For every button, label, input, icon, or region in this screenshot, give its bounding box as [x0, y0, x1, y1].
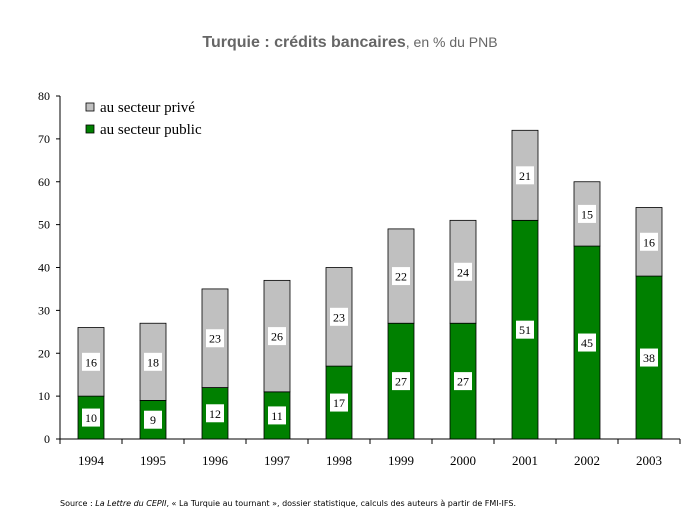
- data-label-box: [454, 372, 472, 391]
- x-tick-label: 1996: [202, 453, 229, 468]
- data-label: 27: [454, 372, 472, 391]
- data-label-text: 21: [519, 169, 531, 183]
- data-label: 22: [392, 267, 410, 286]
- data-label-box: [268, 406, 286, 425]
- data-label-text: 26: [271, 330, 283, 344]
- source-note: Source : La Lettre du CEPII, « La Turqui…: [60, 499, 516, 508]
- y-tick-label: 40: [38, 261, 50, 275]
- x-tick-label: 2001: [512, 453, 538, 468]
- data-label-box: [82, 352, 100, 371]
- data-label-text: 24: [457, 265, 469, 279]
- data-label: 26: [268, 327, 286, 346]
- y-tick-label: 70: [38, 132, 50, 146]
- data-label-text: 17: [333, 396, 345, 410]
- data-label-text: 18: [147, 355, 159, 369]
- data-label-box: [144, 352, 162, 371]
- x-tick-label: 1999: [388, 453, 414, 468]
- data-label-text: 16: [85, 355, 97, 369]
- data-label: 23: [330, 307, 348, 326]
- data-label: 17: [330, 393, 348, 412]
- data-label-text: 51: [519, 323, 531, 337]
- source-publication: La Lettre du CEPII: [95, 499, 167, 508]
- data-label: 51: [516, 320, 534, 339]
- data-label-box: [578, 333, 596, 352]
- data-label-text: 22: [395, 270, 407, 284]
- source-prefix: Source :: [60, 499, 96, 508]
- data-label-box: [206, 329, 224, 348]
- y-tick-label: 0: [44, 432, 50, 446]
- x-tick-label: 1998: [326, 453, 352, 468]
- chart-data-labels: 10 16 9 18 12 23 11 26 17 23 27 22 27 24 51 21 45 15 38 16: [82, 166, 658, 429]
- data-label: 21: [516, 166, 534, 185]
- data-label-box: [454, 262, 472, 281]
- y-tick-label: 80: [38, 89, 50, 103]
- data-label-box: [144, 410, 162, 429]
- chart-title-main: Turquie : crédits bancaires: [202, 34, 406, 51]
- chart-bars: [77, 129, 663, 440]
- data-label: 45: [578, 333, 596, 352]
- x-tick-label: 1995: [140, 453, 166, 468]
- data-label: 16: [640, 232, 658, 251]
- data-label-box: [330, 307, 348, 326]
- data-label-box: [640, 348, 658, 367]
- legend-swatch: [85, 124, 95, 134]
- x-tick-label: 2000: [450, 453, 476, 468]
- data-label: 10: [82, 408, 100, 427]
- x-tick-label: 1997: [264, 453, 291, 468]
- data-label: 23: [206, 329, 224, 348]
- data-label-text: 11: [271, 409, 283, 423]
- source-text: , « La Turquie au tournant », dossier st…: [166, 499, 516, 508]
- chart-title-sub: , en % du PNB: [405, 34, 498, 50]
- data-label-text: 38: [643, 351, 655, 365]
- data-label-box: [82, 408, 100, 427]
- chart-legend: au secteur privé au secteur public: [85, 100, 202, 138]
- data-label: 15: [578, 204, 596, 223]
- x-tick-label: 2003: [636, 453, 662, 468]
- legend-swatch: [85, 102, 95, 112]
- data-label-box: [640, 232, 658, 251]
- data-label: 16: [82, 352, 100, 371]
- data-label-box: [206, 404, 224, 423]
- chart-title: Turquie : crédits bancaires, en % du PNB: [0, 34, 700, 52]
- x-tick-label: 1994: [78, 453, 105, 468]
- data-label-text: 27: [457, 375, 469, 389]
- data-label-text: 10: [85, 411, 97, 425]
- data-label: 12: [206, 404, 224, 423]
- data-label-box: [516, 320, 534, 339]
- data-label-text: 23: [209, 332, 221, 346]
- legend-label: au secteur privé: [100, 100, 195, 116]
- data-label-text: 15: [581, 207, 593, 221]
- data-label: 9: [144, 410, 162, 429]
- data-label-text: 9: [150, 413, 156, 427]
- y-tick-label: 10: [38, 389, 50, 403]
- data-label: 27: [392, 372, 410, 391]
- y-tick-label: 30: [38, 303, 50, 317]
- data-label-text: 12: [209, 407, 221, 421]
- data-label-text: 16: [643, 235, 655, 249]
- data-label-box: [578, 204, 596, 223]
- y-tick-label: 60: [38, 175, 50, 189]
- data-label-box: [392, 267, 410, 286]
- y-tick-label: 50: [38, 218, 50, 232]
- x-tick-label: 2002: [574, 453, 600, 468]
- data-label-text: 27: [395, 375, 407, 389]
- data-label-text: 45: [581, 336, 593, 350]
- data-label-box: [268, 327, 286, 346]
- data-label: 38: [640, 348, 658, 367]
- data-label: 24: [454, 262, 472, 281]
- data-label-box: [330, 393, 348, 412]
- data-label: 18: [144, 352, 162, 371]
- data-label-text: 23: [333, 310, 345, 324]
- data-label-box: [516, 166, 534, 185]
- data-label: 11: [268, 406, 286, 425]
- y-tick-label: 20: [38, 346, 50, 360]
- data-label-box: [392, 372, 410, 391]
- legend-label: au secteur public: [100, 122, 202, 138]
